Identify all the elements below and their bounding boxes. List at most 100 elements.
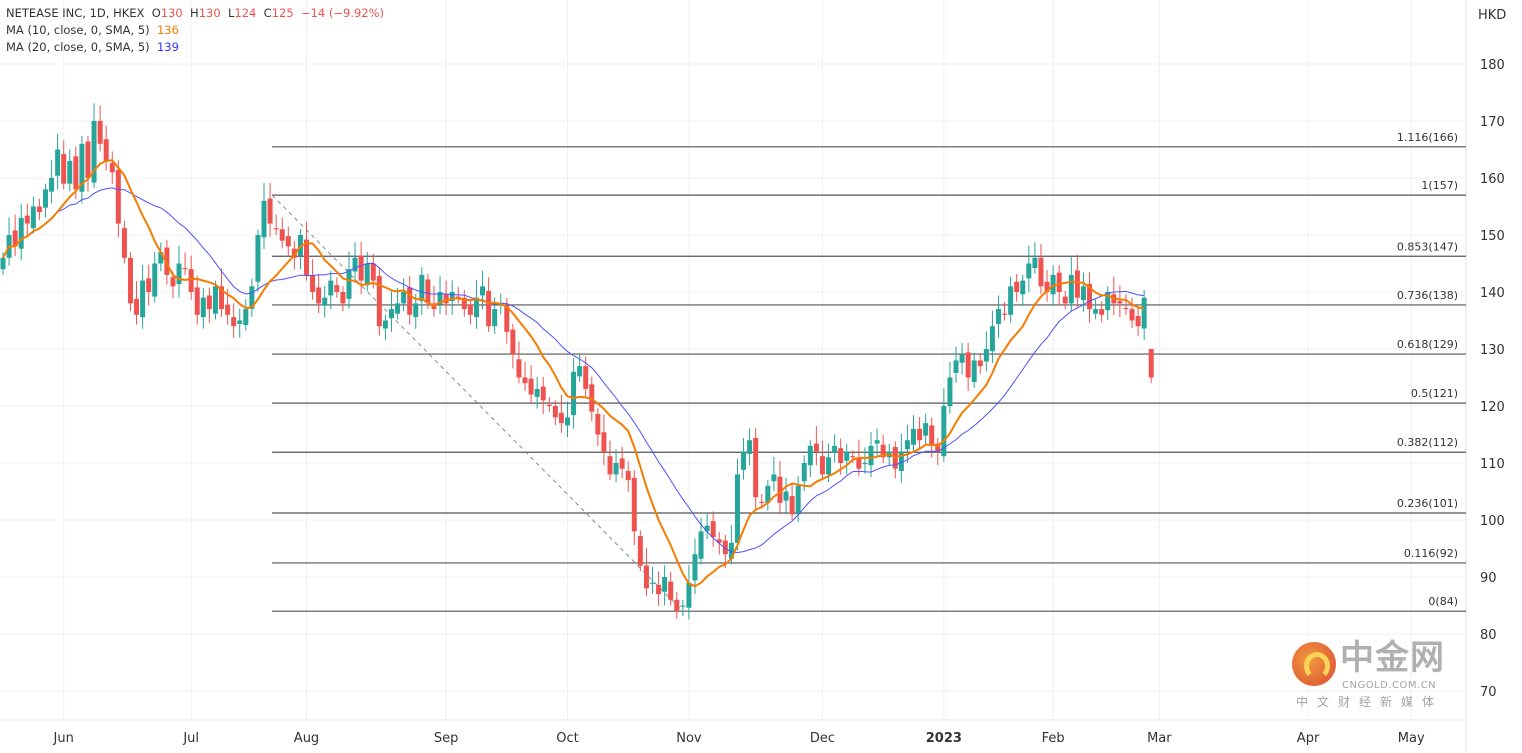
candle-body [121, 228, 127, 258]
candle-body [1148, 349, 1154, 378]
candle-body [989, 326, 995, 352]
candle [813, 425, 819, 466]
time-axis[interactable]: Jun Jul Aug Sep Oct Nov Dec 2023 Feb Mar Apr May [53, 731, 1425, 746]
candle [874, 428, 880, 458]
candle-body [194, 287, 200, 315]
candle-body [443, 294, 449, 304]
candle-body [316, 287, 322, 304]
open-label: O [151, 6, 161, 20]
candle-body [12, 230, 18, 247]
candle-body [42, 189, 48, 208]
candle-body [838, 448, 844, 463]
candle [1062, 290, 1068, 310]
fibonacci-retracement[interactable]: 1.116(166) 1(157) 0.853(147) 0.736(138) 0.61… [271, 131, 1466, 612]
candle [285, 226, 291, 257]
candle [1141, 290, 1147, 341]
candle [832, 434, 838, 463]
candle-body [747, 440, 753, 454]
candle-body [115, 170, 121, 224]
candle-body [680, 605, 686, 607]
candle-body [97, 121, 103, 144]
candle-body [267, 198, 273, 224]
symbol-legend-row[interactable]: NETEASE INC, 1D, HKEX O130 H130 L124 C12… [6, 5, 384, 22]
time-tick-label: Oct [556, 731, 578, 746]
candle-body [109, 163, 115, 173]
candle [1020, 274, 1026, 306]
candle-body [510, 329, 516, 355]
candle-body [698, 531, 704, 559]
candle-body [716, 539, 722, 543]
candle [437, 276, 443, 315]
candle [328, 270, 334, 310]
candle [449, 280, 455, 315]
change-value: −14 (−9.92%) [300, 6, 385, 20]
candle-body [1026, 263, 1032, 279]
time-tick-label: Dec [810, 731, 835, 746]
ma10-legend-row[interactable]: MA (10, close, 0, SMA, 5) 136 [6, 22, 384, 39]
candle-body [1074, 270, 1080, 298]
candle [388, 291, 394, 332]
candle [680, 599, 686, 617]
candle [844, 443, 850, 475]
price-tick-label: 130 [1480, 343, 1505, 358]
candle [625, 461, 631, 492]
candle-body [24, 215, 30, 224]
time-tick-label: Jun [53, 731, 74, 746]
candle-body [516, 359, 522, 378]
candle [522, 361, 528, 391]
candle-body [206, 295, 212, 310]
price-tick-label: 180 [1480, 58, 1505, 73]
price-tick-label: 170 [1480, 115, 1505, 130]
candle-body [449, 292, 455, 302]
candle-body [704, 525, 710, 532]
candle [97, 105, 103, 152]
cngold-logo-icon [1292, 642, 1336, 686]
candle-body [140, 280, 146, 318]
candle-body [1062, 296, 1068, 304]
candle [674, 592, 680, 619]
candle-body [819, 456, 825, 475]
candle-body [425, 279, 431, 304]
candle [49, 160, 55, 204]
candle [892, 441, 898, 479]
candle-body [619, 458, 625, 469]
candle [631, 470, 637, 546]
candle [219, 268, 225, 317]
candle [965, 342, 971, 392]
candle-body [91, 121, 97, 183]
candle-body [358, 255, 364, 281]
candle-body [728, 542, 734, 559]
candle-body [904, 440, 910, 450]
price-axis[interactable]: HKD 180 170 160 150 140 130 120 110 100 90 80 70 [1478, 8, 1506, 700]
candle [127, 252, 133, 312]
candle-body [146, 278, 152, 292]
candle-body [1044, 281, 1050, 292]
ma20-legend-row[interactable]: MA (20, close, 0, SMA, 5) 139 [6, 39, 384, 56]
candle [710, 511, 716, 547]
candle-body [382, 320, 388, 329]
candle [334, 277, 340, 298]
candle [1080, 272, 1086, 312]
ma20-value: 139 [156, 40, 179, 54]
candle-body [419, 274, 425, 302]
candle [558, 395, 564, 433]
candle-body [346, 269, 352, 299]
candle-body [923, 423, 929, 436]
candle-body [49, 178, 55, 192]
time-tick-label: Feb [1042, 731, 1065, 746]
candle [304, 221, 309, 281]
candle [983, 331, 989, 372]
candle-body [73, 156, 79, 190]
candle-body [795, 485, 801, 515]
candle [261, 183, 267, 249]
candle-body [558, 412, 564, 424]
candle-body [929, 425, 935, 446]
candle-body [152, 263, 158, 297]
candle-body [1135, 315, 1141, 327]
candle [352, 242, 358, 284]
price-tick-label: 80 [1480, 628, 1497, 643]
candle-body [637, 535, 643, 566]
candle [747, 428, 753, 466]
candle-body [917, 428, 923, 441]
